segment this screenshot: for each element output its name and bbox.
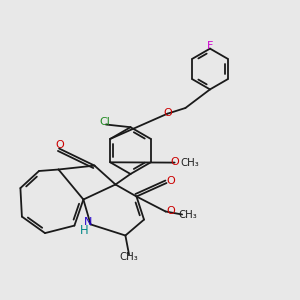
Text: O: O bbox=[163, 108, 172, 118]
Text: F: F bbox=[207, 40, 213, 51]
Text: N: N bbox=[83, 217, 92, 227]
Text: H: H bbox=[80, 224, 89, 237]
Text: CH₃: CH₃ bbox=[120, 252, 138, 262]
Text: O: O bbox=[166, 176, 175, 186]
Text: O: O bbox=[55, 140, 64, 150]
Text: O: O bbox=[166, 206, 175, 216]
Text: Cl: Cl bbox=[100, 117, 110, 127]
Text: CH₃: CH₃ bbox=[178, 210, 197, 220]
Text: CH₃: CH₃ bbox=[180, 158, 199, 168]
Text: O: O bbox=[170, 157, 179, 167]
